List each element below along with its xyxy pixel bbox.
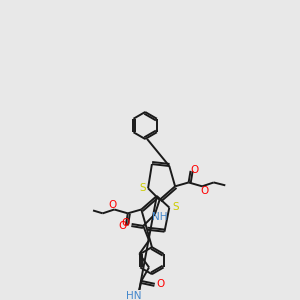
Text: O: O (190, 165, 199, 175)
Text: O: O (118, 221, 126, 231)
Text: O: O (200, 186, 208, 196)
Text: S: S (173, 202, 179, 212)
Text: HN: HN (126, 291, 141, 300)
Text: O: O (157, 279, 165, 289)
Text: NH: NH (152, 212, 167, 222)
Text: S: S (139, 183, 146, 193)
Text: O: O (122, 218, 130, 228)
Text: O: O (108, 200, 116, 210)
